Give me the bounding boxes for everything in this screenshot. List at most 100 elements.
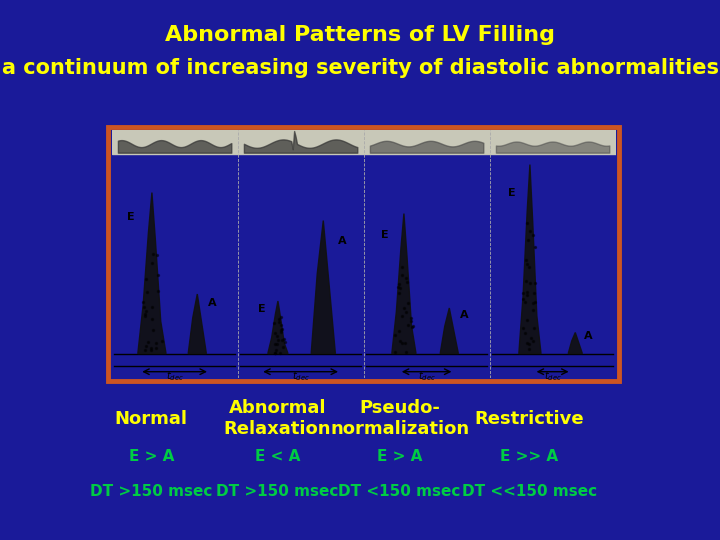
Text: DT <150 msec: DT <150 msec <box>338 484 461 499</box>
Point <box>274 348 285 357</box>
Point <box>142 338 153 346</box>
Point <box>529 279 541 288</box>
Point <box>145 343 157 352</box>
Point <box>275 326 287 335</box>
Text: DT <<150 msec: DT <<150 msec <box>462 484 597 499</box>
Point <box>269 349 281 357</box>
Point <box>275 321 287 329</box>
Text: E: E <box>508 188 516 198</box>
Text: $t_{dec}$: $t_{dec}$ <box>166 369 184 383</box>
Point <box>520 255 531 264</box>
Point <box>522 259 534 268</box>
Point <box>151 251 163 260</box>
Point <box>521 339 533 348</box>
Point <box>518 294 529 303</box>
Point <box>402 321 414 329</box>
Point <box>397 262 408 271</box>
Point <box>521 288 533 296</box>
Polygon shape <box>268 301 288 354</box>
Point <box>276 325 288 333</box>
Point <box>519 329 531 338</box>
Point <box>138 303 150 312</box>
Point <box>139 310 150 319</box>
Point <box>269 319 280 327</box>
Text: Normal: Normal <box>114 409 188 428</box>
Point <box>278 335 289 343</box>
Polygon shape <box>440 308 459 354</box>
Point <box>270 346 282 354</box>
Text: E: E <box>258 304 266 314</box>
Point <box>140 307 152 315</box>
Text: Restrictive: Restrictive <box>474 409 584 428</box>
Point <box>520 298 531 306</box>
Polygon shape <box>392 213 416 354</box>
Point <box>390 347 401 356</box>
Point <box>395 284 406 293</box>
Point <box>271 340 282 348</box>
Point <box>517 323 528 332</box>
Point <box>396 271 408 280</box>
Text: Abnormal Patterns of LV Filling: Abnormal Patterns of LV Filling <box>165 25 555 45</box>
Polygon shape <box>519 165 541 354</box>
Text: a continuum of increasing severity of diastolic abnormalities: a continuum of increasing severity of di… <box>1 57 719 78</box>
Text: E >> A: E >> A <box>500 449 558 464</box>
Point <box>397 339 408 348</box>
Point <box>523 340 535 349</box>
Polygon shape <box>188 294 207 354</box>
Polygon shape <box>311 220 336 354</box>
Point <box>390 330 401 339</box>
Text: E: E <box>381 230 389 240</box>
Point <box>397 312 408 320</box>
Point <box>142 287 153 296</box>
Text: Abnormal
Relaxation: Abnormal Relaxation <box>223 399 331 438</box>
Text: A: A <box>460 310 469 320</box>
Point <box>523 263 534 272</box>
Point <box>400 273 412 282</box>
Point <box>400 307 412 316</box>
Point <box>528 289 539 298</box>
Point <box>138 298 149 306</box>
Text: $t_{dec}$: $t_{dec}$ <box>418 369 436 383</box>
Point <box>400 347 411 356</box>
Point <box>276 328 287 336</box>
Point <box>269 340 281 349</box>
Point <box>525 334 536 342</box>
Point <box>408 321 419 330</box>
Text: E > A: E > A <box>377 449 423 464</box>
Text: A: A <box>338 235 346 246</box>
Polygon shape <box>568 333 582 354</box>
Point <box>392 282 403 291</box>
Polygon shape <box>138 193 166 354</box>
Point <box>156 337 168 346</box>
Text: E > A: E > A <box>128 449 174 464</box>
Point <box>146 258 158 267</box>
Point <box>273 318 284 326</box>
Point <box>145 346 156 354</box>
Point <box>276 336 288 345</box>
Text: A: A <box>584 330 592 341</box>
Point <box>527 231 539 239</box>
Point <box>517 289 528 298</box>
Point <box>269 328 281 337</box>
Text: DT >150 msec: DT >150 msec <box>216 484 338 499</box>
Point <box>528 337 539 346</box>
Point <box>525 227 536 235</box>
Point <box>272 335 284 344</box>
Point <box>148 325 159 334</box>
Point <box>146 315 158 323</box>
Point <box>527 305 539 314</box>
Point <box>521 291 533 299</box>
Text: Pseudo-
normalization: Pseudo- normalization <box>330 399 469 438</box>
Point <box>271 332 283 340</box>
Point <box>528 324 540 333</box>
Point <box>395 336 406 345</box>
Point <box>529 298 541 306</box>
Point <box>150 339 161 347</box>
Point <box>393 288 405 297</box>
Point <box>273 315 284 323</box>
Point <box>393 280 405 288</box>
Text: DT >150 msec: DT >150 msec <box>90 484 212 499</box>
Point <box>406 323 418 332</box>
Point <box>524 279 536 287</box>
Point <box>402 299 414 307</box>
